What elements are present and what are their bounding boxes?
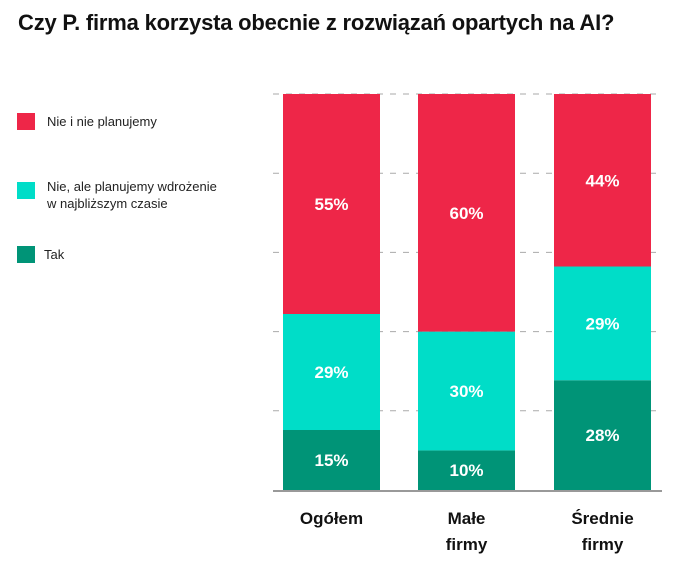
legend-item-nie-ale-planujemy: Nie, ale planujemy wdrożenie w najbliższy… [17,178,217,212]
data-label: 44% [585,171,619,190]
legend-swatch [17,246,35,263]
data-label: 60% [449,204,483,223]
legend-label-line: Nie i nie planujemy [47,114,157,129]
legend-item-nie-i-nie-planujemy: Nie i nie planujemy [17,113,157,130]
bar-segment [283,94,380,314]
data-label: 29% [314,363,348,382]
data-label: 10% [449,461,483,480]
bar-segment [418,94,515,332]
data-label: 28% [585,426,619,445]
legend-swatch [17,113,35,130]
category-label: Ogółem [300,509,363,528]
legend-label: Nie i nie planujemy [47,113,157,130]
bar-segment [418,331,515,451]
category-label: firmy [582,535,624,554]
category-label: firmy [446,535,488,554]
legend-label-line: Nie, ale planujemy wdrożenie [47,179,217,194]
bar-segment [554,94,651,267]
data-label: 29% [585,314,619,333]
legend-label: Tak [44,246,64,263]
bar-segment [418,450,515,490]
category-label: Średnie [571,509,633,528]
data-label: 30% [449,382,483,401]
data-label: 55% [314,195,348,214]
bar-segment [283,430,380,490]
legend-label-line: Tak [44,247,65,262]
legend-swatch [17,182,35,199]
data-label: 15% [314,451,348,470]
legend-label-line: w najbliższym czasie [47,196,168,211]
legend-label: Nie, ale planujemy wdrożenie w najbliższy… [47,178,217,212]
bar-segment [283,314,380,430]
category-label: Małe [448,509,486,528]
bar-segment [554,380,651,490]
legend-item-tak: Tak [17,246,64,263]
chart-title: Czy P. firma korzysta obecnie z rozwiąza… [18,10,615,35]
bar-segment [554,266,651,381]
